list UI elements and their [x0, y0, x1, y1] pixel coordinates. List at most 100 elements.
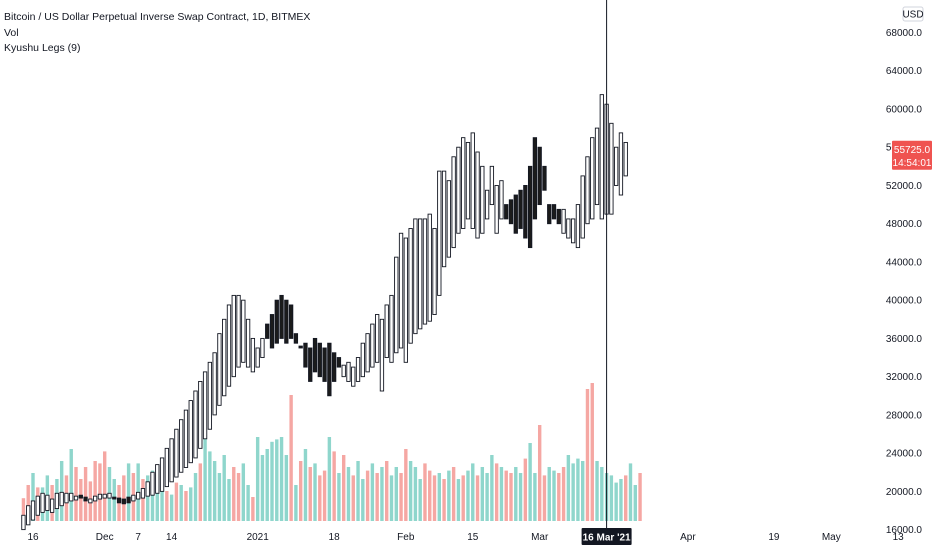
volume-bar [547, 467, 551, 521]
kyushu-leg-bar [346, 361, 351, 382]
kyushu-leg-bar [394, 256, 399, 354]
volume-bar [79, 479, 83, 521]
volume-bar [126, 463, 131, 521]
time-axis-tick: Mar [531, 532, 549, 543]
volume-bar [26, 485, 30, 521]
volume-bar [365, 470, 370, 521]
kyushu-leg-bar [427, 213, 432, 322]
volume-bar [528, 443, 532, 521]
volume-indicator-label[interactable]: Vol [4, 26, 19, 39]
volume-bar [600, 467, 604, 521]
volume-bar [31, 473, 35, 521]
currency-button[interactable] [902, 6, 924, 22]
kyushu-leg-bar [308, 347, 313, 382]
kyushu-leg-bar [532, 137, 538, 220]
time-axis-tick: 15 [467, 532, 479, 543]
price-axis-tick: 48000.0 [886, 219, 923, 230]
kyushu-leg-bar [255, 347, 260, 368]
volume-bar [428, 470, 432, 521]
price-axis-tick: 28000.0 [886, 410, 923, 421]
kyushu-leg-bar [202, 371, 208, 440]
volume-bar [499, 467, 504, 521]
volume-bar [423, 463, 427, 521]
volume-bar [432, 475, 437, 521]
kyushu-leg-bar [45, 494, 50, 511]
volume-bar [217, 473, 222, 521]
volume-bar [624, 475, 628, 521]
volume-bar [628, 463, 633, 521]
volume-bar [160, 485, 164, 521]
volume-bar [212, 461, 217, 521]
price-axis-tick: 40000.0 [886, 296, 923, 307]
volume-bar [356, 461, 360, 521]
volume-bar [418, 479, 422, 521]
currency-label[interactable]: USD [902, 10, 923, 21]
price-axis-tick: 20000.0 [886, 487, 923, 498]
kyushu-leg-bar [145, 481, 150, 497]
kyushu-leg-bar [418, 218, 423, 330]
volume-bar [370, 463, 375, 521]
crosshair-date-value: 16 Mar '21 [583, 533, 631, 544]
volume-bar [480, 467, 485, 521]
kyushu-leg-bar [322, 347, 327, 382]
volume-bar [279, 437, 284, 521]
kyushu-leg-bar [599, 94, 604, 220]
time-axis-tick: 13 [893, 532, 905, 543]
kyushu-leg-bar [241, 299, 246, 363]
kyushu-leg-bar [375, 314, 380, 363]
volume-bar [408, 461, 413, 521]
kyushu-leg-bar [293, 333, 299, 344]
chart-legend: Bitcoin / US Dollar Perpetual Inverse Sw… [4, 10, 310, 57]
time-axis-tick: 18 [329, 532, 341, 543]
volume-bar [174, 482, 179, 521]
kyushu-leg-bar [437, 170, 442, 296]
volume-bar [633, 485, 637, 521]
kyushu-leg-bar [389, 294, 394, 363]
volume-bar [475, 475, 480, 521]
kyushu-leg-bar [174, 428, 179, 478]
kyushu-leg-bar [26, 505, 31, 526]
kyushu-leg-bar [594, 127, 600, 206]
volume-bar [284, 455, 289, 521]
volume-bar [289, 395, 293, 521]
volume-bar [576, 458, 580, 521]
volume-bar [112, 479, 116, 521]
kyushu-leg-bar [379, 318, 385, 392]
volume-bar [389, 475, 394, 521]
kyushu-leg-bar [341, 364, 346, 378]
kyushu-legs-indicator-label[interactable]: Kyushu Legs (9) [4, 42, 81, 54]
volume-bar [337, 473, 341, 521]
volume-bar [537, 425, 542, 521]
kyushu-leg-bar [499, 180, 504, 220]
volume-bar [380, 467, 384, 521]
kyushu-leg-bar [547, 204, 552, 225]
volume-bar [265, 449, 269, 521]
volume-bar [456, 479, 461, 521]
kyushu-leg-bar [590, 137, 595, 220]
kyushu-leg-bar [403, 237, 408, 363]
kyushu-leg-bar [446, 180, 452, 258]
kyushu-leg-bar [432, 228, 437, 315]
volume-bar [571, 463, 575, 521]
symbol-title[interactable]: Bitcoin / US Dollar Perpetual Inverse Sw… [4, 11, 311, 23]
volume-bar [509, 473, 513, 521]
kyushu-leg-bar [265, 323, 270, 339]
kyushu-leg-bar [193, 390, 198, 459]
volume-bar [614, 482, 618, 521]
kyushu-leg-bar [365, 333, 370, 373]
volume-bar [514, 467, 518, 521]
kyushu-leg-bar [513, 194, 518, 234]
kyushu-leg-bar [336, 357, 342, 368]
kyushu-leg-bar [92, 495, 98, 502]
price-axis-tick: 52000.0 [886, 181, 923, 192]
volume-bar [141, 479, 145, 521]
kyushu-leg-bar [470, 132, 475, 229]
volume-bar [638, 473, 642, 521]
kyushu-leg-bar [198, 380, 203, 449]
kyushu-leg-bar [542, 165, 547, 191]
kyushu-leg-bar [575, 204, 581, 249]
kyushu-leg-bar [116, 497, 122, 504]
volume-bar [533, 473, 537, 521]
kyushu-leg-bar [54, 492, 60, 510]
